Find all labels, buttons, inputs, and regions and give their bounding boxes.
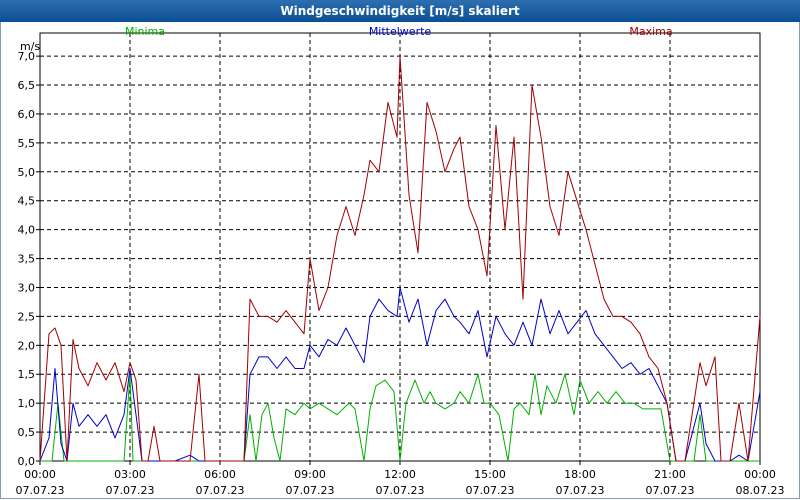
legend-maxima: Maxima <box>629 25 672 38</box>
y-axis: 0,0 0,5 1,0 1,5 2,0 2,5 3,0 3,5 4,0 4,5 5,0 5,5 6,0 6… <box>18 50 40 468</box>
chart-title: Windgeschwindigkeit [m/s] skaliert <box>0 0 800 22</box>
x-tick-date: 07.07.23 <box>196 484 245 497</box>
x-tick-time: 09:00 <box>294 468 326 481</box>
y-tick-label: 1,5 <box>18 368 36 381</box>
y-tick-label: 0,5 <box>18 426 36 439</box>
x-tick-date: 07.07.23 <box>466 484 515 497</box>
x-tick-date: 07.07.23 <box>556 484 605 497</box>
y-tick-label: 2,0 <box>18 339 36 352</box>
x-tick-time: 00:00 <box>744 468 776 481</box>
y-tick-label: 6,5 <box>18 79 36 92</box>
y-tick-label: 6,0 <box>18 108 36 121</box>
y-tick-label: 4,5 <box>18 195 36 208</box>
x-tick-time: 00:00 <box>24 468 56 481</box>
x-tick-date: 08.07.23 <box>736 484 785 497</box>
y-tick-label: 4,0 <box>18 224 36 237</box>
x-tick-time: 12:00 <box>384 468 416 481</box>
y-tick-label: 1,0 <box>18 397 36 410</box>
y-tick-label: 5,0 <box>18 166 36 179</box>
x-tick-date: 07.07.23 <box>106 484 155 497</box>
x-axis: 00:00 07.07.23 03:00 07.07.23 06:00 07.07.23 0… <box>16 461 785 497</box>
x-tick-time: 06:00 <box>204 468 236 481</box>
y-tick-label: 3,0 <box>18 281 36 294</box>
y-axis-label: m/s <box>20 40 40 53</box>
legend-mittelwerte: Mittelwerte <box>369 25 432 38</box>
x-tick-time: 18:00 <box>564 468 596 481</box>
series-lines <box>39 55 761 462</box>
y-tick-label: 0,0 <box>18 455 36 468</box>
x-tick-time: 15:00 <box>474 468 506 481</box>
y-tick-label: 7,0 <box>18 50 36 63</box>
y-tick-label: 2,5 <box>18 310 36 323</box>
y-tick-label: 3,5 <box>18 253 36 266</box>
x-tick-date: 07.07.23 <box>376 484 425 497</box>
x-tick-time: 21:00 <box>654 468 686 481</box>
x-tick-date: 07.07.23 <box>286 484 335 497</box>
x-tick-time: 03:00 <box>114 468 146 481</box>
legend-minima: Minima <box>125 25 165 38</box>
mittelwerte-line <box>39 287 761 462</box>
x-tick-date: 07.07.23 <box>16 484 65 497</box>
maxima-line <box>39 55 761 462</box>
y-tick-label: 5,5 <box>18 137 36 150</box>
grid-lines <box>40 33 760 462</box>
x-tick-date: 07.07.23 <box>646 484 695 497</box>
